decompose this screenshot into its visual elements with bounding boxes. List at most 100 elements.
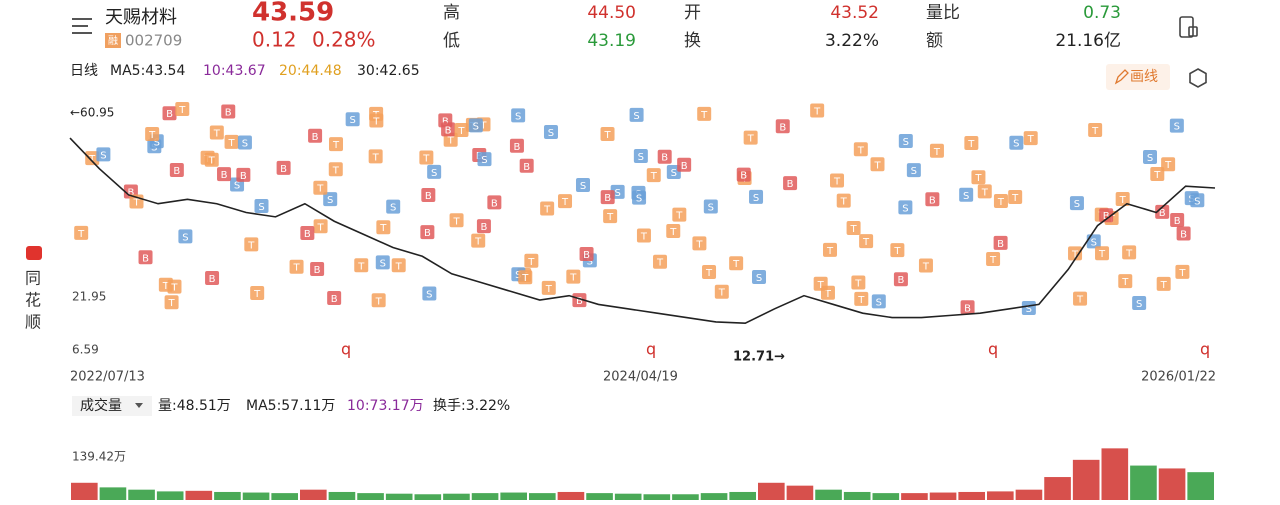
marker-letter: T xyxy=(1153,170,1161,181)
marker-letter: T xyxy=(457,126,465,137)
menu-icon[interactable] xyxy=(72,18,92,34)
marker-letter: T xyxy=(227,138,235,149)
volume-bar xyxy=(271,493,298,500)
marker-box xyxy=(244,237,259,252)
marker-box xyxy=(743,130,758,145)
stat-label: 高 xyxy=(443,3,460,23)
volume-bar xyxy=(500,492,527,500)
marker-box xyxy=(859,234,874,249)
marker-box xyxy=(898,200,913,215)
marker-box xyxy=(853,142,868,157)
volume-bar xyxy=(414,494,442,500)
marker-box xyxy=(929,143,944,158)
marker-letter: B xyxy=(166,109,173,120)
marker-letter: T xyxy=(253,289,261,300)
marker-letter: T xyxy=(168,298,176,309)
marker-box xyxy=(386,199,401,214)
marker-box xyxy=(471,233,486,248)
marker-letter: S xyxy=(633,111,639,122)
marker-box xyxy=(636,228,651,243)
dropdown-arrow xyxy=(135,403,143,408)
date-label: 2026/01/22 xyxy=(1141,370,1216,385)
volume-bar xyxy=(1015,489,1043,500)
marker-box xyxy=(509,138,524,153)
volume-plot xyxy=(71,448,1214,500)
marker-box xyxy=(851,275,866,290)
marker-letter: B xyxy=(480,222,487,233)
phone-shape xyxy=(1188,26,1198,37)
volume-bar xyxy=(242,492,270,500)
volume-bar xyxy=(357,493,384,500)
marker-box xyxy=(138,250,153,265)
settings-icon[interactable] xyxy=(1189,68,1207,88)
marker-box xyxy=(666,224,681,239)
volume-bar xyxy=(443,493,470,500)
marker-letter: S xyxy=(349,115,355,126)
volume-title[interactable]: 成交量 xyxy=(80,397,122,414)
marker-letter: B xyxy=(442,116,449,127)
marker-letter: T xyxy=(527,257,535,268)
marker-box xyxy=(236,167,251,182)
marker-box xyxy=(629,107,644,122)
event-marker[interactable]: q xyxy=(988,340,998,359)
marker-letter: S xyxy=(1147,153,1153,164)
volume-bar xyxy=(1044,477,1071,500)
marker-box xyxy=(254,198,269,213)
marker-box xyxy=(854,291,869,306)
phone-icon[interactable] xyxy=(1179,16,1198,38)
marker-letter: T xyxy=(862,237,870,248)
marker-box xyxy=(890,243,905,258)
draw-button[interactable]: 画线 xyxy=(1106,64,1170,90)
marker-box xyxy=(205,271,220,286)
marker-letter: S xyxy=(431,168,437,179)
marker-letter: T xyxy=(395,261,403,272)
event-marker[interactable]: q xyxy=(1200,340,1210,359)
marker-letter: T xyxy=(379,223,387,234)
marker-letter: T xyxy=(732,259,740,270)
marker-letter: S xyxy=(587,256,593,267)
marker-box xyxy=(476,219,491,234)
marker-letter: T xyxy=(453,216,461,227)
marker-letter: S xyxy=(911,166,917,177)
marker-letter: T xyxy=(933,147,941,158)
marker-letter: S xyxy=(903,137,909,148)
event-marker[interactable]: q xyxy=(341,340,351,359)
ma5: MA5:43.54 xyxy=(110,63,185,79)
marker-letter: T xyxy=(700,110,708,121)
marker-box xyxy=(204,152,219,167)
marker-letter: S xyxy=(1026,304,1032,315)
marker-box xyxy=(543,124,558,139)
event-marker[interactable]: q xyxy=(646,340,656,359)
stat-value: 0.73 xyxy=(1083,3,1121,23)
marker-letter: B xyxy=(681,161,688,172)
marker-box xyxy=(672,207,687,222)
marker-letter: T xyxy=(561,197,569,208)
marker-box xyxy=(1099,208,1114,223)
low-label: 6.59 xyxy=(72,343,99,357)
marker-box xyxy=(836,193,851,208)
marker-letter: T xyxy=(817,280,825,291)
marker-box xyxy=(391,258,406,273)
marker-box xyxy=(752,270,767,285)
marker-letter: S xyxy=(154,137,160,148)
marker-letter: T xyxy=(893,246,901,257)
marker-box xyxy=(145,126,160,141)
stat-label: 量比 xyxy=(926,3,960,23)
marker-box xyxy=(1156,276,1171,291)
volume-bar xyxy=(958,491,985,500)
volume-bar xyxy=(328,491,356,500)
marker-letter: T xyxy=(922,261,930,272)
marker-letter: S xyxy=(1091,237,1097,248)
marker-letter: T xyxy=(997,197,1005,208)
marker-box xyxy=(250,286,265,301)
volume-selector-bg[interactable] xyxy=(72,396,152,416)
marker-letter: T xyxy=(375,296,383,307)
marker-letter: S xyxy=(1074,199,1080,210)
marker-box xyxy=(893,272,908,287)
marker-letter: S xyxy=(1174,122,1180,133)
marker-box xyxy=(300,226,315,241)
marker-letter: T xyxy=(840,197,848,208)
marker-box xyxy=(175,102,190,117)
marker-letter: T xyxy=(1119,195,1127,206)
marker-letter: T xyxy=(422,154,430,165)
